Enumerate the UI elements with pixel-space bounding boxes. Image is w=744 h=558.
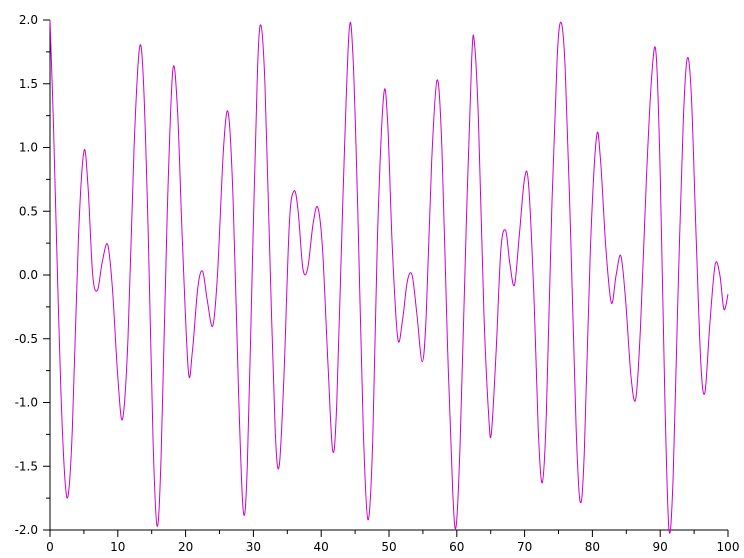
series-group (49, 19, 729, 534)
y-tick-label: 1.0 (19, 141, 38, 155)
y-tick-label: 2.0 (19, 13, 38, 27)
y-tick-label: 0.5 (19, 204, 38, 218)
x-tick-label: 80 (585, 540, 600, 554)
x-tick-label: 50 (381, 540, 396, 554)
series-line-0 (49, 19, 729, 534)
x-tick-label: 20 (178, 540, 193, 554)
y-tick-label: -1.5 (15, 459, 38, 473)
x-tick-label: 90 (653, 540, 668, 554)
x-tick-label: 60 (449, 540, 464, 554)
x-tick-label: 10 (110, 540, 125, 554)
x-tick-label: 40 (314, 540, 329, 554)
y-tick-label: -1.0 (15, 396, 38, 410)
y-tick-label: 1.5 (19, 77, 38, 91)
x-tick-label: 70 (517, 540, 532, 554)
x-tick-label: 0 (46, 540, 54, 554)
axes (49, 20, 728, 531)
x-tick-label: 30 (246, 540, 261, 554)
y-tick-label: -2.0 (15, 523, 38, 537)
y-tick-label: -0.5 (15, 332, 38, 346)
tick-labels: 0 10 20 30 40 50 60 70 80 90 100 2.0 1.5 1.0 0.5 0.0 -0.… (15, 13, 740, 554)
tick-marks (43, 19, 729, 537)
y-tick-label: 0.0 (19, 268, 38, 282)
x-tick-label: 100 (717, 540, 740, 554)
